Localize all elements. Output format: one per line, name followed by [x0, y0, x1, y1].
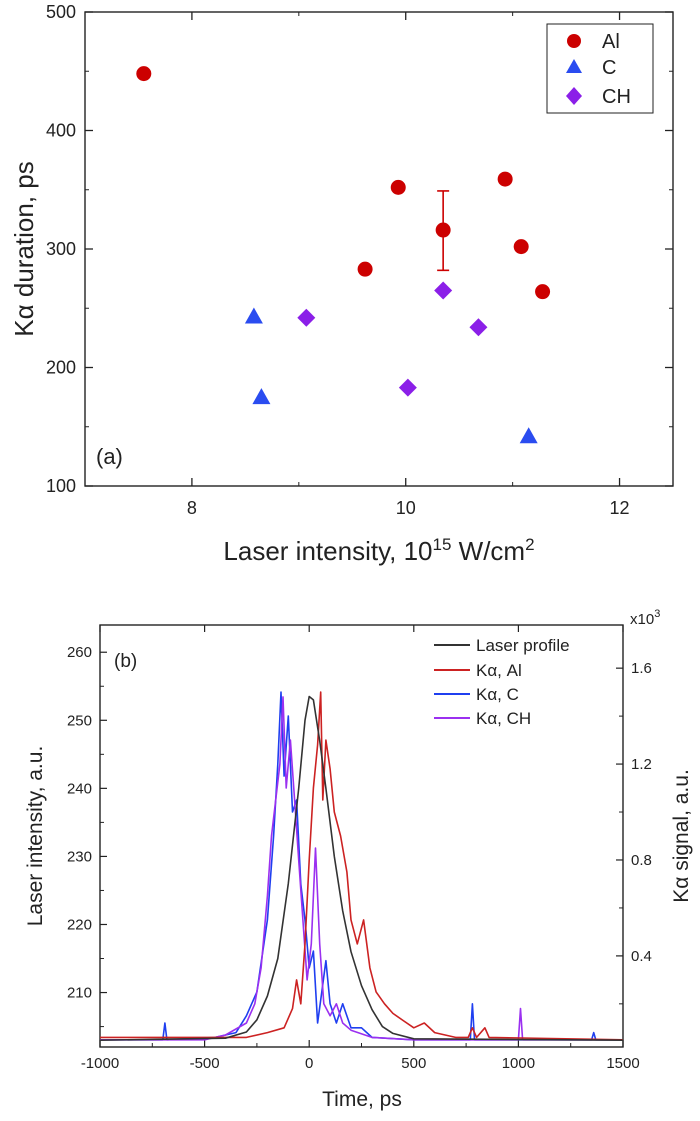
right-y-tick-label: 0.4	[631, 948, 652, 965]
point-al	[497, 171, 513, 187]
y-tick-label: 400	[46, 121, 76, 141]
legend-label-ka-c: Kα, C	[476, 685, 519, 704]
point-al	[136, 66, 152, 82]
multiplier-base: x10	[630, 611, 654, 628]
legend-label-laser: Laser profile	[476, 636, 570, 655]
x-title-exponent: 15	[433, 535, 452, 554]
panel-a-ticks: 8 10 12 100 200 300 400 500	[46, 2, 673, 518]
panel-a-marks	[136, 66, 551, 444]
legend-marker-ch	[566, 87, 582, 105]
legend-frame	[546, 23, 654, 114]
x-tick-label: 10	[396, 498, 416, 518]
left-y-tick-label: 220	[67, 916, 92, 933]
right-y-tick-label: 1.2	[631, 756, 652, 773]
right-y-tick-label: 1.6	[631, 660, 652, 677]
left-y-tick-label: 210	[67, 985, 92, 1002]
panel-a-label: (a)	[96, 444, 123, 469]
legend-marker-al	[567, 34, 581, 48]
panel-a-legend: Al C CH	[546, 23, 654, 114]
x-title-unit-exponent: 2	[525, 535, 534, 554]
multiplier-exponent: 3	[654, 608, 660, 620]
legend-label-ka-al: Kα, Al	[476, 661, 522, 680]
x-title-unit: W/cm	[451, 536, 525, 566]
x-title-main: Laser intensity, 10	[223, 536, 432, 566]
panel-b-x-axis-title: Time, ps	[322, 1088, 402, 1111]
point-al	[513, 239, 529, 255]
legend-label-ch: CH	[602, 86, 631, 108]
x-tick-label: 8	[187, 498, 197, 518]
panel-b-marks	[99, 691, 624, 1041]
legend-label-ka-ch: Kα, CH	[476, 709, 531, 728]
point-ch	[434, 281, 453, 300]
series-line-laser-profile	[99, 695, 624, 1041]
point-al	[390, 179, 406, 195]
line-panel-b: -1000 -500 0 500 1000 1500 210 220 230 240 250 260 0…	[24, 608, 693, 1111]
right-y-tick-label: 0.8	[631, 852, 652, 869]
x-tick-label: 0	[305, 1055, 313, 1072]
panel-b-right-axis-title: Kα signal, a.u.	[670, 769, 693, 903]
scatter-panel-a: 8 10 12 100 200 300 400 500 (a) Al C CH Laser i…	[9, 2, 674, 566]
y-tick-label: 100	[46, 476, 76, 496]
left-y-tick-label: 230	[67, 848, 92, 865]
series-line-k-al	[100, 691, 624, 1041]
legend-label-c: C	[602, 57, 616, 79]
point-al	[435, 222, 451, 238]
point-c	[252, 388, 271, 405]
x-tick-label: -1000	[81, 1055, 119, 1072]
legend-label-al: Al	[602, 31, 620, 53]
x-tick-label: -500	[190, 1055, 220, 1072]
point-ch	[398, 378, 417, 397]
y-tick-label: 500	[46, 2, 76, 22]
right-axis-multiplier: x103	[630, 608, 660, 628]
x-tick-label: 12	[610, 498, 630, 518]
panel-a-x-axis-title: Laser intensity, 1015 W/cm2	[223, 535, 534, 566]
y-tick-label: 300	[46, 239, 76, 259]
point-c	[244, 307, 263, 324]
point-ch	[469, 318, 488, 337]
left-y-tick-label: 240	[67, 780, 92, 797]
x-tick-label: 1000	[502, 1055, 535, 1072]
panel-a-y-axis-title: Kα duration, ps	[9, 161, 39, 336]
x-tick-label: 500	[401, 1055, 426, 1072]
point-ch	[297, 308, 316, 327]
panel-b-left-axis-title: Laser intensity, a.u.	[24, 746, 47, 927]
x-tick-label: 1500	[606, 1055, 639, 1072]
left-y-tick-label: 260	[67, 644, 92, 661]
left-y-tick-label: 250	[67, 712, 92, 729]
point-al	[535, 284, 551, 300]
legend-marker-c	[566, 59, 582, 73]
panel-b-ticks: -1000 -500 0 500 1000 1500 210 220 230 240 250 260 0…	[67, 625, 652, 1072]
series-line-k-ch	[100, 696, 623, 1041]
point-al	[357, 261, 373, 277]
point-c	[519, 427, 538, 444]
panel-b-label: (b)	[114, 651, 137, 672]
y-tick-label: 200	[46, 358, 76, 378]
panel-b-legend: Laser profile Kα, Al Kα, C Kα, CH	[434, 636, 570, 728]
